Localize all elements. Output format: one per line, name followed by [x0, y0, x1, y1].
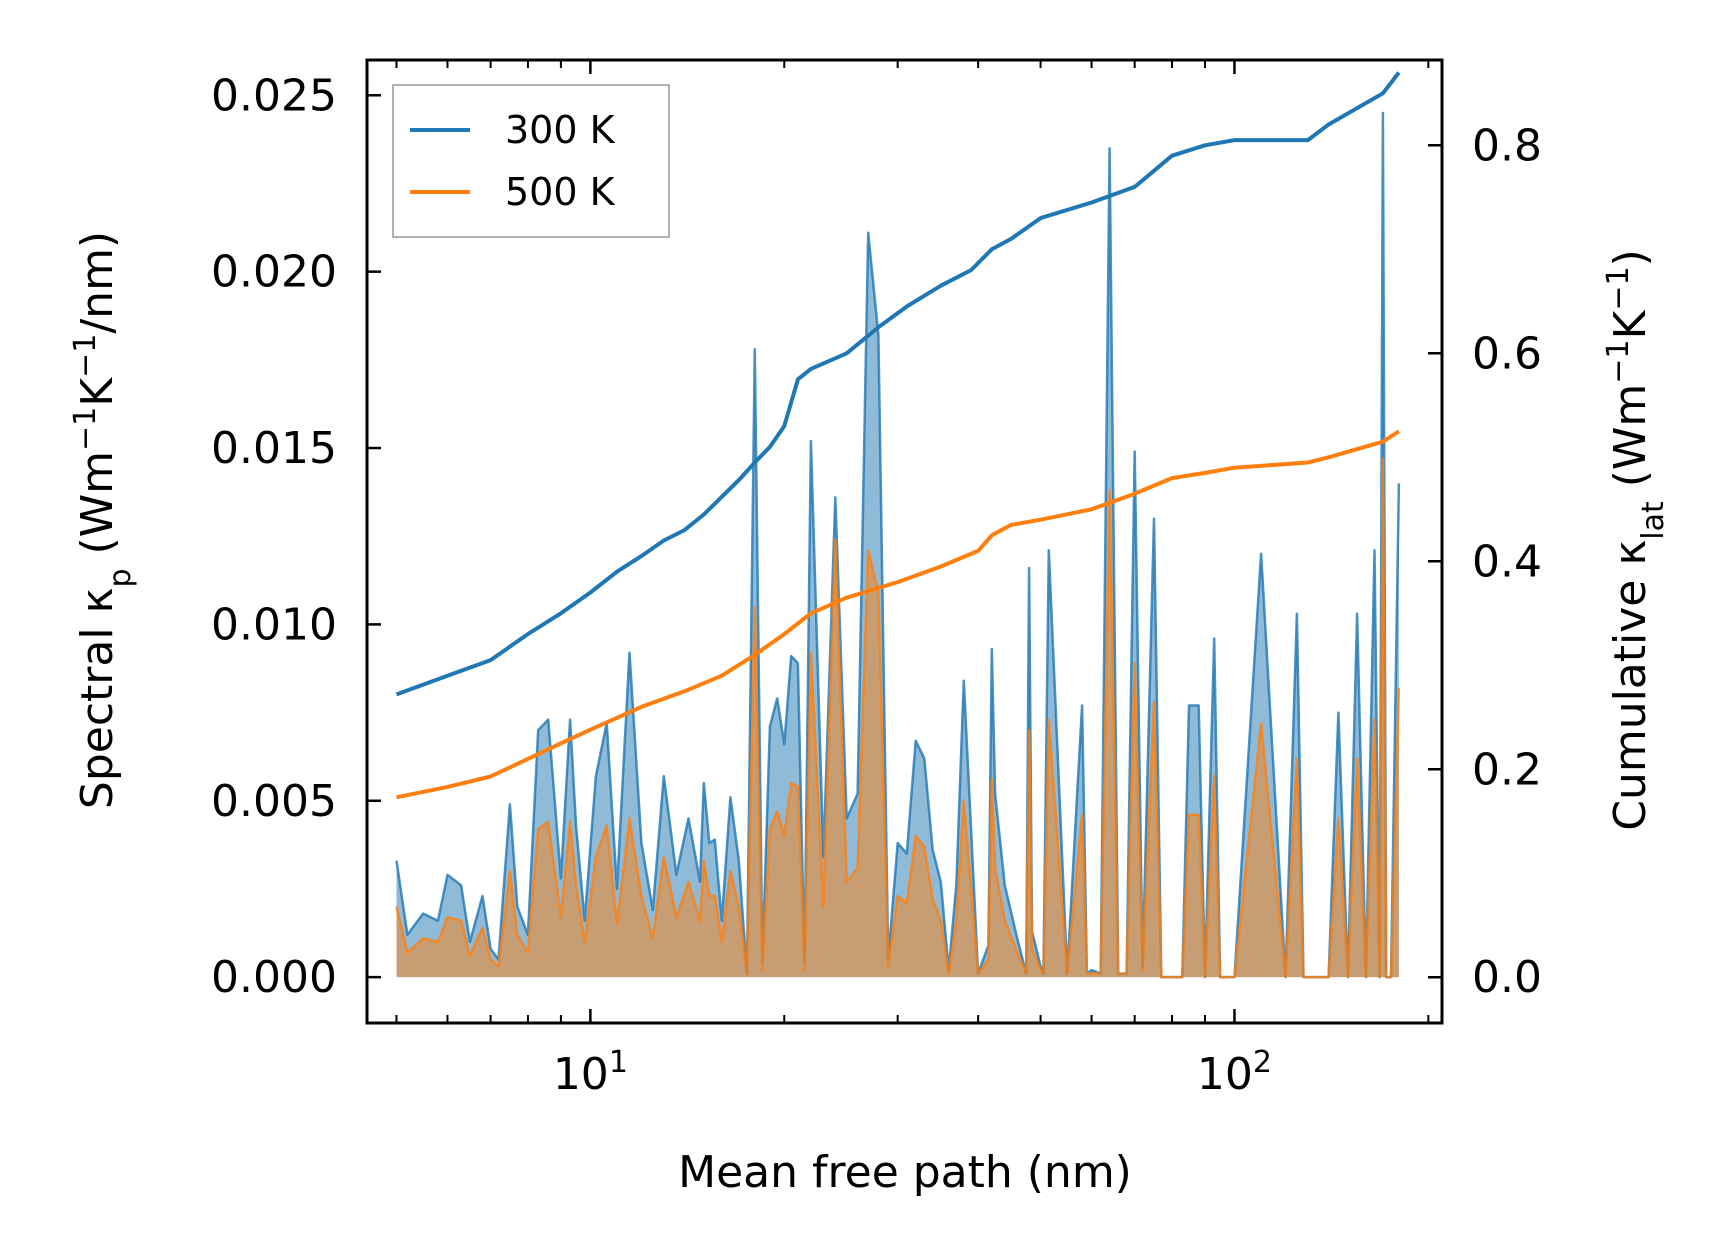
left-y-tick-label: 0.010	[211, 599, 337, 650]
left-y-tick-label: 0.020	[211, 247, 337, 298]
right-y-axis-title: Cumulative κlat (Wm−1K−1)	[1601, 249, 1671, 831]
x-tick-label: 101	[553, 1045, 628, 1101]
cumulative-line-group	[395, 71, 1401, 800]
svg-text:Cumulative κlat (Wm−1K−1): Cumulative κlat (Wm−1K−1)	[1601, 249, 1671, 831]
x-axis-title: Mean free path (nm)	[678, 1147, 1132, 1198]
left-y-tick-label: 0.000	[211, 952, 337, 1003]
right-y-axis: 0.0 0.2 0.4 0.6 0.8	[1428, 120, 1542, 1003]
cumulative-line-300k	[395, 71, 1401, 697]
legend: 300 K 500 K	[392, 84, 670, 238]
left-y-tick-label: 0.015	[211, 423, 337, 474]
legend-box	[392, 84, 670, 238]
left-y-axis-title: Spectral κp (Wm−1K−1/nm)	[68, 231, 138, 809]
left-y-tick-label: 0.025	[211, 70, 337, 121]
spectral-line-group	[395, 111, 1401, 979]
right-y-tick-label: 0.8	[1472, 120, 1542, 171]
right-y-tick-label: 0.0	[1472, 952, 1542, 1003]
right-y-tick-label: 0.6	[1472, 328, 1542, 379]
left-y-axis: 0.000 0.005 0.010 0.015 0.020 0.025	[211, 70, 381, 1003]
x-axis: 101 102	[395, 60, 1430, 1101]
legend-label-500k: 500 K	[505, 170, 616, 214]
left-y-tick-label: 0.005	[211, 776, 337, 827]
spectral-line-500k	[395, 457, 1401, 979]
svg-text:Spectral κp (Wm−1K−1/nm): Spectral κp (Wm−1K−1/nm)	[68, 231, 138, 809]
plot-frame	[365, 58, 1444, 1025]
x-tick-label: 102	[1197, 1045, 1272, 1101]
right-y-tick-label: 0.2	[1472, 744, 1542, 795]
legend-label-300k: 300 K	[505, 108, 616, 152]
right-y-tick-label: 0.4	[1472, 536, 1542, 587]
cumulative-line-500k	[396, 429, 1400, 800]
